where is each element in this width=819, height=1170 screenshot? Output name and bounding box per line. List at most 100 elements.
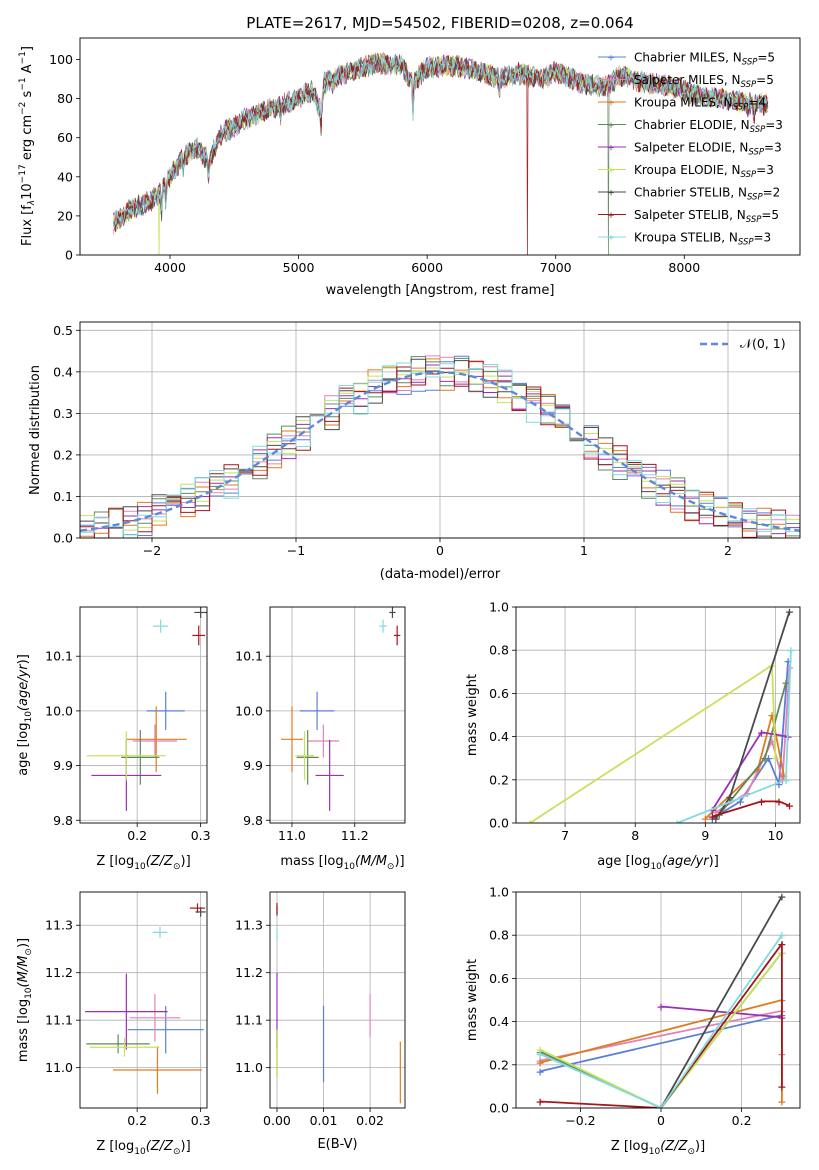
weight-marker-7: + — [708, 811, 717, 824]
weight-marker-3: + — [781, 677, 790, 690]
x-axis-label-main: Z [log — [96, 854, 134, 869]
weight-marker-1: + — [743, 787, 752, 800]
legend-label-main: Salpeter MILES, N — [634, 73, 741, 87]
weight-marker-8: + — [781, 774, 790, 787]
x-tick-label: 7000 — [540, 260, 572, 275]
x-axis-label-close: )] — [394, 854, 404, 869]
weight-marker-0: + — [783, 655, 792, 668]
legend-label-3: Chabrier ELODIE, NSSP=3 — [634, 118, 783, 135]
plot-area — [86, 607, 207, 811]
axes-frame — [515, 606, 801, 824]
weight-marker-7: + — [777, 938, 786, 951]
x-axis-label-sun: ⊙ — [687, 1147, 695, 1157]
y-axis-label-exp3: −1 — [18, 77, 28, 90]
weight-marker-1: + — [711, 806, 720, 819]
y-tick-label: 0.0 — [53, 531, 73, 546]
x-axis-label-close: )] — [181, 1139, 191, 1154]
weight-line-7 — [712, 800, 790, 818]
weight-marker-5: + — [536, 1044, 545, 1057]
y-axis-label-sub: λ — [27, 200, 37, 206]
weight-marker-6: + — [711, 813, 720, 826]
y-tick-label: 9.8 — [243, 813, 263, 828]
weight-marker-7: + — [536, 1096, 545, 1109]
y-tick-label: 0.2 — [489, 772, 509, 787]
weight-marker-8: + — [786, 644, 795, 657]
x-tick-label: −0.2 — [565, 1113, 595, 1128]
weight-line-4 — [660, 1005, 782, 1019]
weight-marker-0: + — [736, 795, 745, 808]
x-axis-label: wavelength [Angstrom, rest frame] — [326, 283, 555, 298]
plot-area — [280, 607, 401, 811]
x-tick-label: 1 — [580, 543, 588, 558]
legend-label-1: Salpeter MILES, NSSP=5 — [634, 73, 774, 90]
y-axis-label: age [log10(age/yr)] — [16, 654, 34, 776]
y-axis-label: Flux [fλ10−17 erg cm−2 s−1 A−1] — [18, 46, 37, 246]
y-axis-label-sub: 10 — [24, 711, 34, 723]
legend-label-8: Kroupa STELIB, NSSP=3 — [634, 231, 771, 248]
x-axis-label-var: (Z/Z — [146, 1139, 174, 1154]
x-axis-label: E(B-V) — [317, 1137, 357, 1152]
legend-label-main: Salpeter ELODIE, N — [634, 141, 748, 155]
weight-marker-8: + — [656, 1102, 665, 1115]
legend-label-sub: SSP — [746, 215, 762, 225]
y-tick-label: 11.2 — [45, 965, 73, 980]
x-axis-label: mass [log10(M/M⊙)] — [280, 854, 404, 872]
x-tick-label: 9 — [701, 828, 709, 843]
plot-layer: 4000 5000 6000 7000 8000020406080100waveleng… — [16, 37, 801, 1157]
y-axis-label-main: age [log — [16, 723, 31, 776]
y-tick-label: 1.0 — [489, 600, 509, 615]
weight-marker-2: + — [701, 813, 710, 826]
y-axis-label-sub: 10 — [24, 987, 34, 999]
weight-marker-7: + — [785, 800, 794, 813]
weight-marker-7: + — [777, 1080, 786, 1093]
x-tick-label: 7 — [561, 828, 569, 843]
panel-spectrum: 4000 5000 6000 7000 8000 0 20 40 60 80 100 waveleng… — [18, 37, 801, 298]
weight-marker-8: + — [673, 817, 682, 830]
legend-label-main: Chabrier MILES, N — [634, 51, 742, 65]
weight-marker-1: + — [767, 735, 776, 748]
x-axis-label-sub: 10 — [344, 862, 356, 872]
x-axis-label-close: )] — [181, 854, 191, 869]
y-tick-label: 0.4 — [53, 364, 73, 379]
legend-label-tail: =2 — [763, 186, 781, 200]
x-axis-label-sub: 10 — [134, 862, 146, 872]
legend-label-main: Kroupa STELIB, N — [634, 231, 738, 245]
y-tick-label: 0.6 — [489, 971, 509, 986]
weight-marker-4: + — [656, 1000, 665, 1013]
weight-marker-7: + — [656, 1102, 665, 1115]
y-tick-label: 11.1 — [45, 1013, 73, 1028]
y-tick-label: 0.1 — [53, 489, 73, 504]
weight-marker-2: + — [779, 769, 788, 782]
weight-line-4 — [711, 731, 789, 811]
x-axis-label: age [log10(age/yr)] — [597, 854, 719, 872]
x-axis-label-sub: 10 — [649, 1147, 661, 1157]
weight-marker-0: + — [774, 778, 783, 791]
weight-line-7 — [540, 941, 783, 1108]
y-tick-label: 0 — [65, 248, 73, 263]
axes-frame — [269, 606, 406, 824]
legend-label-sub: SSP — [748, 148, 764, 158]
x-tick-label: 0.3 — [191, 1113, 211, 1128]
plot-area — [113, 52, 769, 255]
y-tick-label: 20 — [57, 208, 73, 223]
weight-line-8 — [676, 650, 792, 823]
y-tick-label: 0.2 — [489, 1057, 509, 1072]
y-axis-label-exp2: −2 — [18, 102, 28, 115]
legend-label-2: Kroupa MILES, NSSP=4 — [634, 96, 766, 113]
y-axis-label-var: (age/yr — [16, 663, 31, 711]
x-axis-label: Z [log10(Z/Z⊙)] — [611, 1139, 705, 1157]
y-tick-label: 9.8 — [53, 813, 73, 828]
y-axis-label-exp: −17 — [18, 164, 28, 183]
legend-marker-0: + — [607, 54, 615, 64]
axes-frame — [515, 891, 801, 1109]
weight-marker-7: + — [757, 795, 766, 808]
y-axis-label-units: erg cm — [20, 115, 35, 164]
legend-marker-1: + — [607, 76, 615, 86]
x-tick-label: 0.01 — [310, 1113, 338, 1128]
legend-label-main: Kroupa MILES, N — [634, 96, 733, 110]
legend-marker-3: + — [607, 121, 615, 131]
weight-marker-3: + — [760, 752, 769, 765]
y-tick-label: 0.4 — [489, 1014, 509, 1029]
y-axis-label-close: )] — [16, 654, 31, 664]
panel-age_vs_mass: 11.0 11.2 9.8 9.9 10.0 10.1 mass [log10(M/M⊙)] — [235, 606, 406, 872]
